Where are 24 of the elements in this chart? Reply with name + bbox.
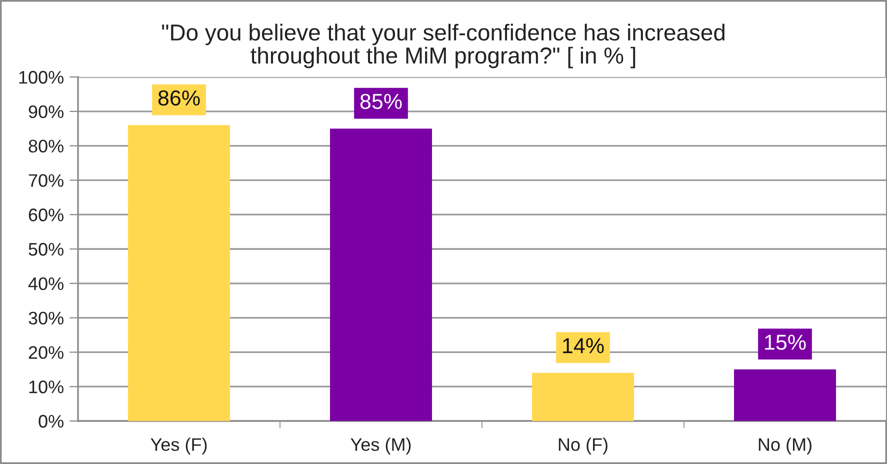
x-tick-label: No (F) — [558, 438, 608, 454]
data-label: 86% — [158, 90, 200, 106]
chart-title: "Do you believe that your self-confidence has increased throughout the MiM program?" [ in % ] — [162, 24, 724, 68]
x-tick-label: Yes (M) — [350, 438, 411, 454]
y-tick-label: 10% — [29, 380, 64, 394]
bar — [734, 369, 836, 421]
y-tick-label: 20% — [28, 346, 64, 359]
y-tick-label: 30% — [28, 312, 64, 325]
y-tick-label: 70% — [28, 174, 64, 187]
bar — [330, 128, 432, 421]
bar — [128, 125, 230, 421]
x-tick-label: Yes (F) — [150, 438, 207, 454]
data-label: 14% — [563, 338, 604, 354]
x-tick-label: No (M) — [758, 438, 812, 454]
bar — [532, 372, 634, 421]
y-tick-label: 100% — [19, 70, 64, 84]
y-tick-label: 60% — [28, 208, 64, 222]
y-tick-label: 50% — [28, 242, 64, 256]
y-tick-label: 80% — [28, 140, 64, 153]
y-tick-label: 90% — [28, 105, 64, 118]
data-label: 85% — [360, 94, 402, 110]
data-label: 15% — [765, 334, 806, 350]
y-tick-label: 0% — [38, 414, 64, 428]
y-tick-label: 40% — [28, 277, 64, 290]
